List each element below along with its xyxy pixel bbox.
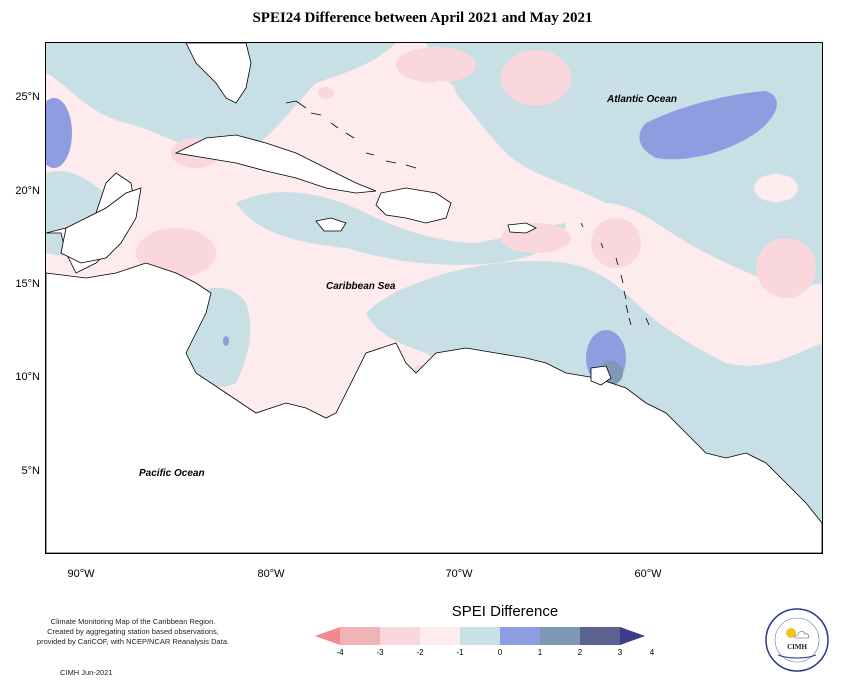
sun-cloud-icon xyxy=(786,628,810,639)
legend-tick-minus1: -1 xyxy=(456,648,464,657)
spei-map: Atlantic Ocean Caribbean Sea Pacific Oce… xyxy=(45,42,823,554)
credits-line-1: Climate Monitoring Map of the Caribbean … xyxy=(50,617,216,626)
land-masses xyxy=(46,43,822,553)
legend-swatch-3-4 xyxy=(580,627,620,645)
legend-swatch-lt-minus3 xyxy=(315,627,340,645)
legend-swatch-0-1 xyxy=(460,627,500,645)
negative-difference-zones xyxy=(136,47,816,474)
lat-tick-10: 10°N xyxy=(15,371,40,383)
lon-tick-60: 60°W xyxy=(634,568,662,580)
legend-swatch-2-3 xyxy=(540,627,580,645)
lon-tick-70: 70°W xyxy=(445,568,473,580)
credits-date: CIMH Jun-2021 xyxy=(60,668,113,677)
legend-tick-minus4: -4 xyxy=(336,648,344,657)
credits-line-2: Created by aggregating station based obs… xyxy=(47,627,219,636)
map-title: SPEI24 Difference between April 2021 and… xyxy=(252,10,593,26)
cimh-logo: CIMH xyxy=(765,608,829,672)
caribbean-sea-label: Caribbean Sea xyxy=(326,281,396,292)
legend-swatch-gt-4 xyxy=(620,627,645,645)
logo-text: CIMH xyxy=(787,643,807,651)
lesser-antilles xyxy=(285,100,650,326)
pacific-ocean-label: Pacific Ocean xyxy=(139,468,205,479)
lon-tick-80: 80°W xyxy=(257,568,285,580)
legend-swatch-minus1-0 xyxy=(420,627,460,645)
map-canvas xyxy=(46,43,822,553)
lat-tick-25: 25°N xyxy=(15,91,40,103)
lat-tick-20: 20°N xyxy=(15,185,40,197)
lon-tick-90: 90°W xyxy=(67,568,95,580)
credits-line-3: provided by CariCOF, with NCEP/NCAR Rean… xyxy=(36,637,230,646)
near-zero-zones xyxy=(426,81,798,202)
legend-tick-minus2: -2 xyxy=(416,648,424,657)
lat-tick-15: 15°N xyxy=(15,278,40,290)
legend-tick-2: 2 xyxy=(577,648,583,657)
legend-swatch-minus3-minus2 xyxy=(340,627,380,645)
legend-tick-0: 0 xyxy=(497,648,503,657)
legend-swatch-1-2 xyxy=(500,627,540,645)
lat-tick-5: 5°N xyxy=(21,465,40,477)
atlantic-ocean-label: Atlantic Ocean xyxy=(607,94,678,105)
legend-title: SPEI Difference xyxy=(451,603,559,620)
legend-swatch-minus2-minus1 xyxy=(380,627,420,645)
legend-tick-minus3: -3 xyxy=(376,648,384,657)
legend-colorbar xyxy=(315,627,645,645)
map-credits: Climate Monitoring Map of the Caribbean … xyxy=(18,617,248,647)
legend-tick-1: 1 xyxy=(537,648,543,657)
legend-tick-4: 4 xyxy=(649,648,655,657)
legend-tick-3: 3 xyxy=(617,648,623,657)
